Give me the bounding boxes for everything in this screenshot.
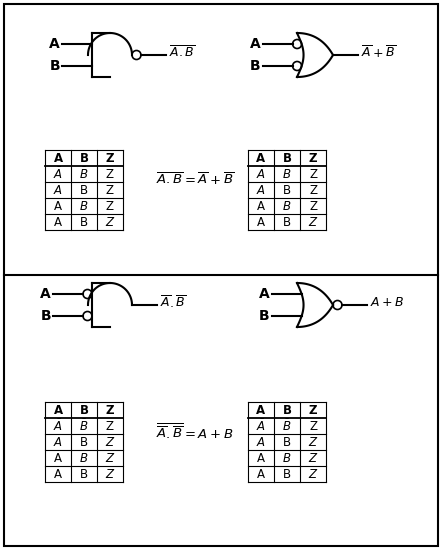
Text: $\bar{B}$: $\bar{B}$	[79, 166, 89, 182]
Text: A: A	[257, 216, 265, 228]
Text: A: A	[259, 287, 270, 301]
Text: A: A	[54, 216, 62, 228]
Text: Z: Z	[309, 184, 317, 196]
Text: $\overline{A}+\overline{B}$: $\overline{A}+\overline{B}$	[361, 45, 396, 61]
Text: A: A	[257, 200, 265, 212]
Text: B: B	[259, 309, 270, 323]
Text: $\bar{Z}$: $\bar{Z}$	[105, 466, 115, 482]
Text: B: B	[40, 309, 51, 323]
Text: A: A	[40, 287, 51, 301]
Text: $\bar{A}$: $\bar{A}$	[256, 419, 266, 434]
Text: $\overline{A}.\overline{B}$: $\overline{A}.\overline{B}$	[160, 295, 186, 311]
Text: B: B	[283, 216, 291, 228]
Text: Z: Z	[309, 404, 317, 416]
Text: B: B	[80, 436, 88, 448]
Text: Z: Z	[106, 168, 114, 180]
Text: $\bar{A}$: $\bar{A}$	[256, 182, 266, 197]
Text: $\bar{Z}$: $\bar{Z}$	[308, 214, 318, 230]
Text: B: B	[283, 184, 291, 196]
Text: Z: Z	[309, 151, 317, 164]
Text: $\bar{B}$: $\bar{B}$	[79, 419, 89, 434]
Text: $\bar{A}$: $\bar{A}$	[53, 166, 63, 182]
Text: $\bar{Z}$: $\bar{Z}$	[105, 214, 115, 230]
Text: $\bar{A}$: $\bar{A}$	[256, 166, 266, 182]
Text: B: B	[80, 468, 88, 481]
Text: Z: Z	[309, 168, 317, 180]
Text: Z: Z	[106, 151, 114, 164]
Text: B: B	[80, 151, 88, 164]
Text: $\bar{Z}$: $\bar{Z}$	[105, 450, 115, 466]
Text: $\bar{B}$: $\bar{B}$	[79, 450, 89, 466]
Text: $\bar{A}$: $\bar{A}$	[53, 434, 63, 450]
Text: $\bar{B}$: $\bar{B}$	[282, 166, 292, 182]
Text: Z: Z	[106, 420, 114, 432]
Text: A: A	[54, 468, 62, 481]
Text: A: A	[256, 151, 266, 164]
Text: A: A	[257, 468, 265, 481]
Text: A: A	[54, 452, 62, 465]
Text: B: B	[80, 404, 88, 416]
Text: A: A	[257, 452, 265, 465]
Text: $\bar{Z}$: $\bar{Z}$	[105, 434, 115, 450]
FancyBboxPatch shape	[4, 4, 438, 546]
Text: B: B	[250, 59, 261, 73]
Text: $\overline{A.B}=\overline{A}+\overline{B}$: $\overline{A.B}=\overline{A}+\overline{B…	[156, 172, 234, 188]
Text: $\overline{\overline{A}.\overline{B}}=A+B$: $\overline{\overline{A}.\overline{B}}=A+…	[156, 422, 234, 442]
Text: Z: Z	[106, 200, 114, 212]
Text: B: B	[282, 151, 292, 164]
Text: $\bar{B}$: $\bar{B}$	[282, 199, 292, 214]
Text: A: A	[53, 404, 63, 416]
Text: Z: Z	[309, 200, 317, 212]
Text: B: B	[50, 59, 60, 73]
Text: $\bar{A}$: $\bar{A}$	[53, 419, 63, 434]
Text: $\bar{A}$: $\bar{A}$	[256, 434, 266, 450]
Text: B: B	[283, 468, 291, 481]
Text: B: B	[282, 404, 292, 416]
Text: B: B	[283, 436, 291, 448]
Text: B: B	[80, 216, 88, 228]
Text: B: B	[80, 184, 88, 196]
Text: Z: Z	[106, 404, 114, 416]
Text: $\overline{A.B}$: $\overline{A.B}$	[169, 45, 195, 60]
Text: $\bar{Z}$: $\bar{Z}$	[308, 434, 318, 450]
Text: A: A	[54, 200, 62, 212]
Text: $A+B$: $A+B$	[370, 296, 404, 310]
Text: A: A	[256, 404, 266, 416]
Text: Z: Z	[106, 184, 114, 196]
Text: $\bar{B}$: $\bar{B}$	[79, 199, 89, 214]
Text: $\bar{Z}$: $\bar{Z}$	[308, 466, 318, 482]
Text: $\bar{A}$: $\bar{A}$	[53, 182, 63, 197]
Text: $\bar{Z}$: $\bar{Z}$	[308, 450, 318, 466]
Text: $\bar{B}$: $\bar{B}$	[282, 450, 292, 466]
Text: A: A	[49, 37, 60, 51]
Text: A: A	[250, 37, 261, 51]
Text: A: A	[53, 151, 63, 164]
Text: $\bar{B}$: $\bar{B}$	[282, 419, 292, 434]
Text: Z: Z	[309, 420, 317, 432]
